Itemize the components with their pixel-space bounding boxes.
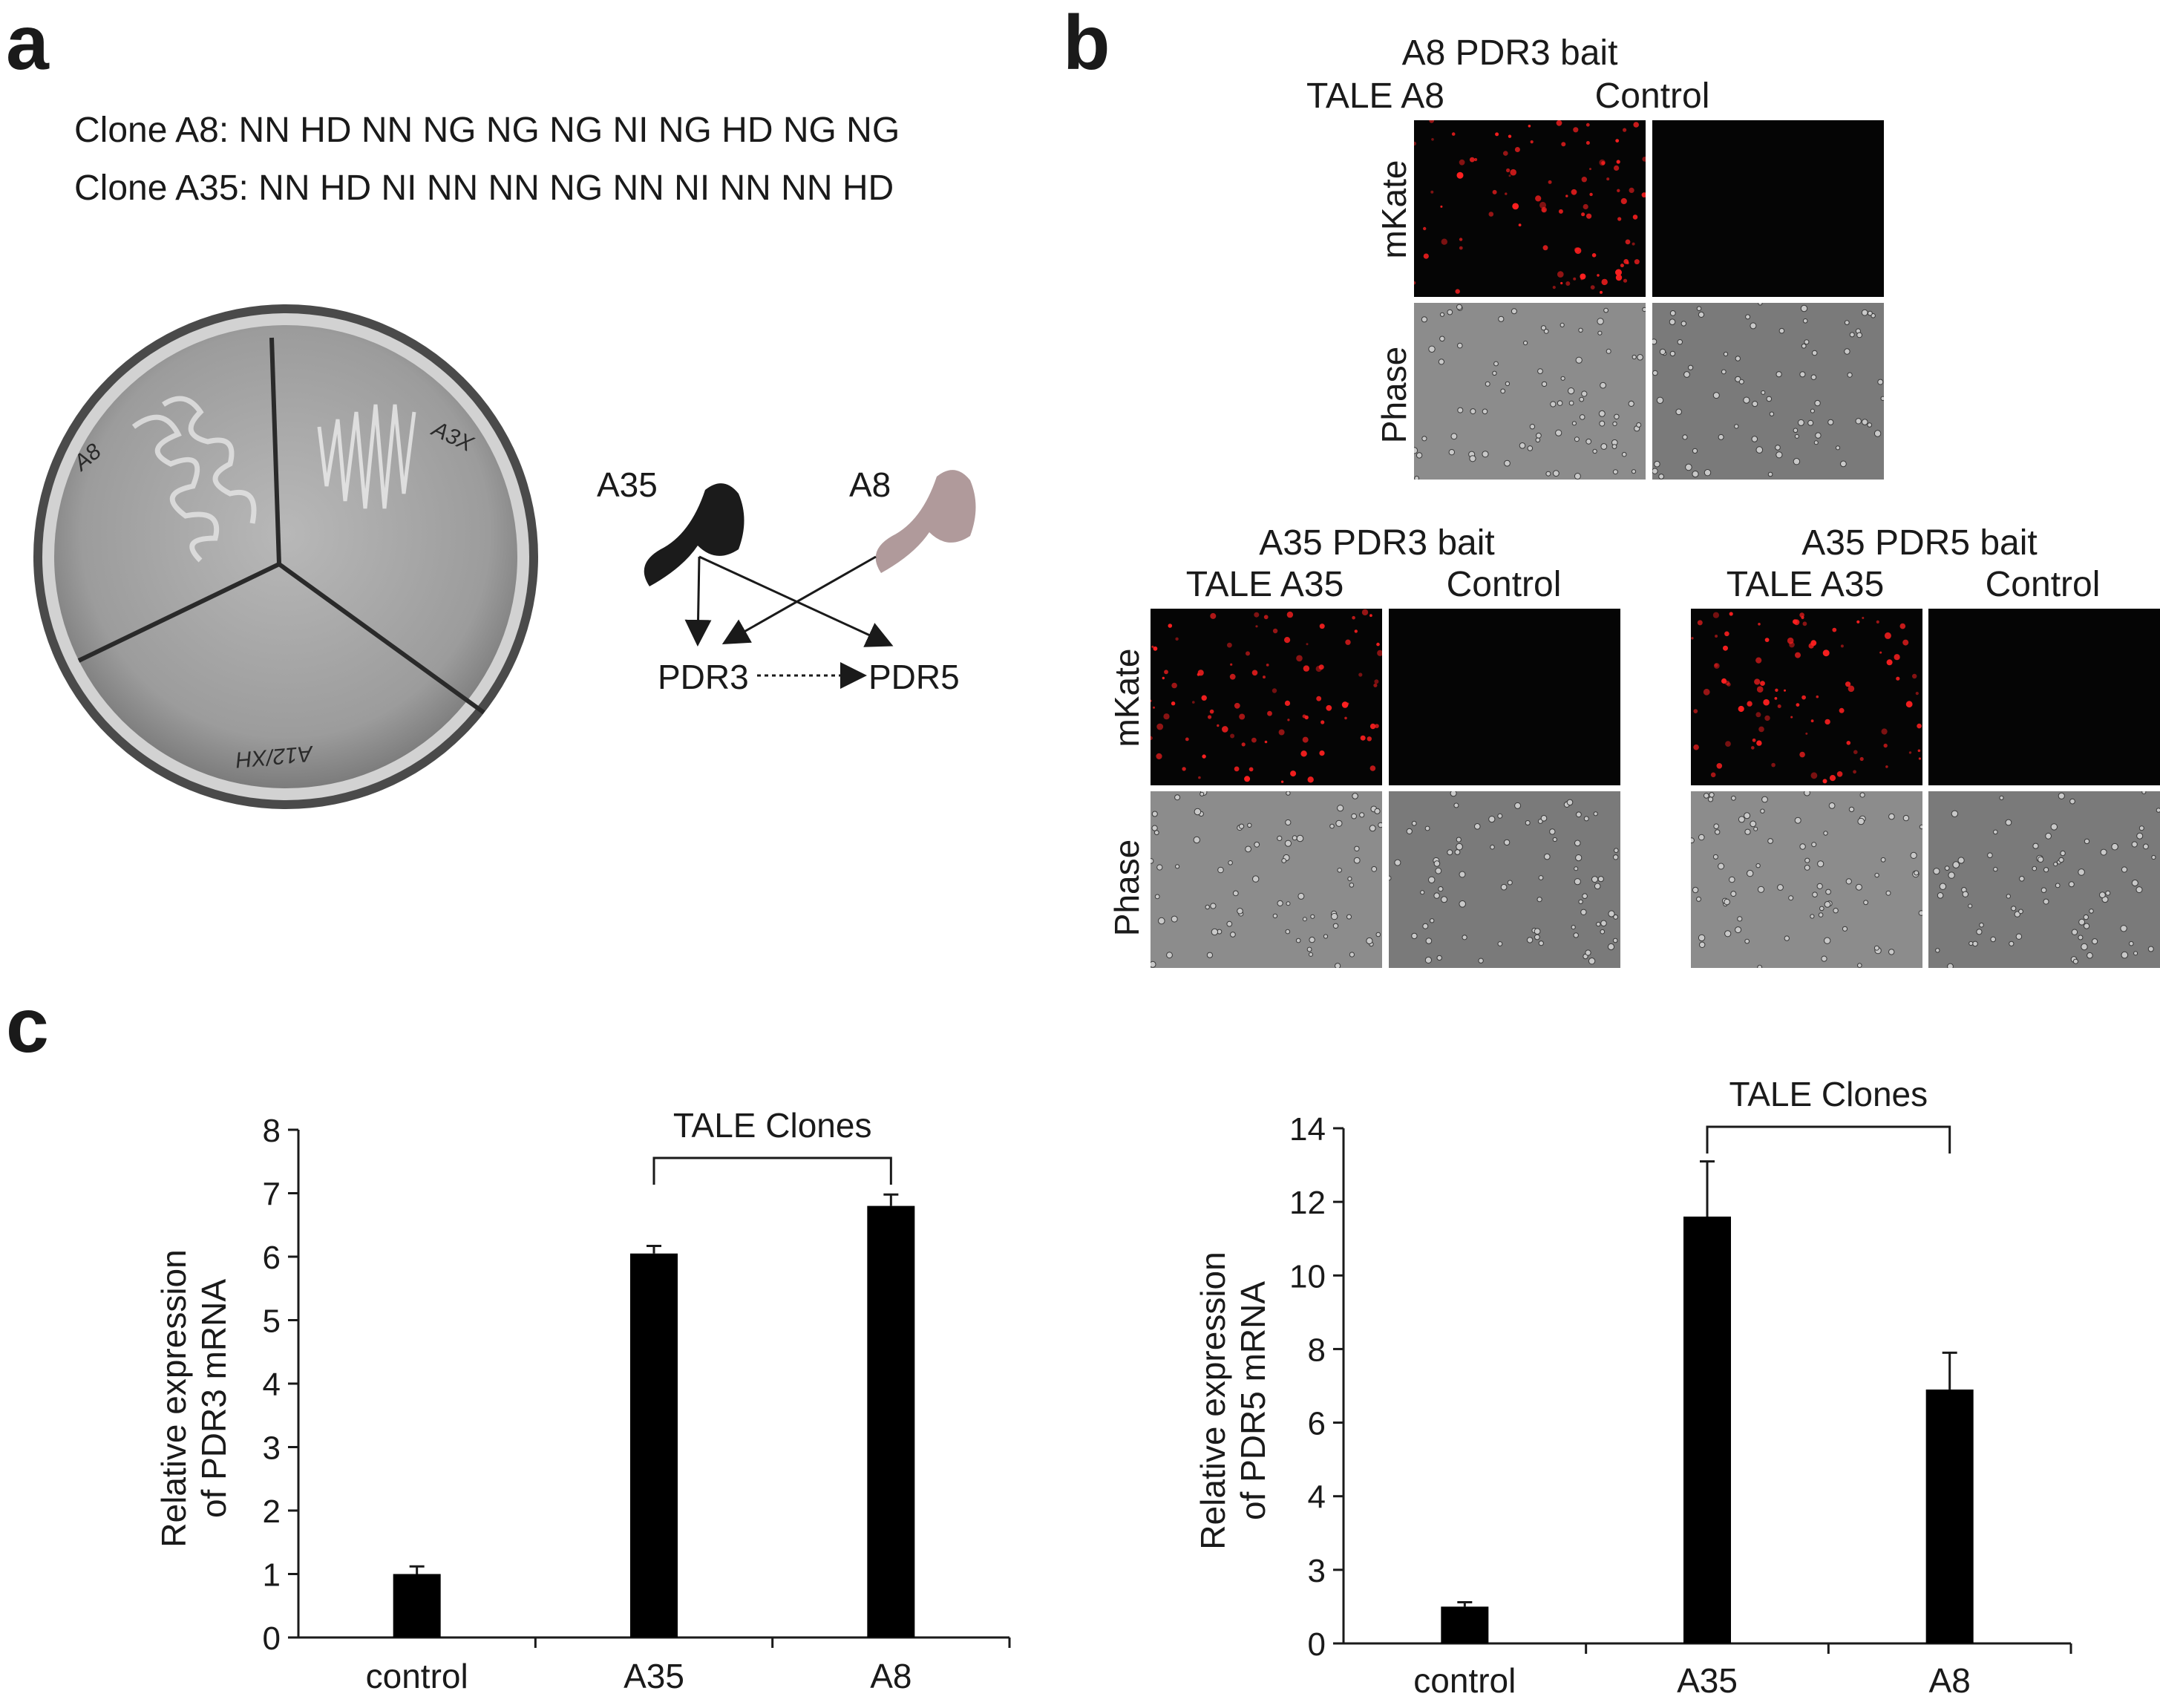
bar-A35 [630, 1253, 678, 1637]
clone-a35-sequence: Clone A35: NN HD NI NN NN NG NN NI NN NN… [74, 168, 894, 208]
tale-clones-bracket [1706, 1125, 1951, 1154]
group1-title: A8 PDR3 bait [1401, 33, 1618, 73]
petri-dish-photo: A8 A3X A12/XH [30, 301, 542, 813]
y-tick-label: 14 [1289, 1111, 1326, 1148]
group1-tale-fluorescence-image [1414, 120, 1646, 297]
group2-title: A35 PDR3 bait [1259, 523, 1495, 563]
group3-col2-header: Control [1985, 565, 2101, 604]
x-category-label: control [366, 1657, 468, 1695]
y-tick-label: 3 [1308, 1553, 1326, 1589]
pdr3-bar-chart: 0 1 2 3 4 5 6 7 8 control A35 A8 TALE Clones Relative… [134, 1084, 1054, 1704]
x-category-label: A8 [870, 1657, 912, 1695]
target-pdr5-label: PDR5 [868, 658, 960, 696]
clone-a8-sequence: Clone A8: NN HD NN NG NG NG NI NG HD NG … [74, 111, 900, 150]
bar-control [1441, 1606, 1489, 1643]
bar-A35 [1683, 1216, 1731, 1643]
group3-tale-fluorescence-image [1691, 609, 1922, 785]
bar-control [393, 1574, 441, 1637]
x-category-label: A8 [1929, 1661, 1971, 1700]
regulation-diagram: A35 A8 PDR3 PDR5 [579, 445, 995, 713]
group2-control-phase-image [1389, 791, 1620, 968]
y-tick-label: 1 [263, 1557, 281, 1594]
x-category-label: control [1413, 1661, 1516, 1700]
group2-tale-fluorescence-image [1151, 609, 1382, 785]
group1-row-label-phase: Phase [1375, 346, 1413, 444]
bracket-label: TALE Clones [673, 1106, 872, 1145]
y-axis-label: Relative expressionof PDR5 mRNA [1194, 1251, 1272, 1549]
group3-control-phase-image [1928, 791, 2160, 968]
y-tick-label: 8 [1308, 1332, 1326, 1368]
y-tick-label: 0 [263, 1620, 281, 1657]
y-axis-label-line: of PDR5 mRNA [1234, 1281, 1272, 1520]
x-category-label: A35 [624, 1657, 684, 1695]
y-tick-label: 6 [1308, 1406, 1326, 1442]
group2-tale-phase-image [1151, 791, 1382, 968]
group1-control-fluorescence-image [1652, 120, 1884, 297]
group2-row-label-mkate: mKate [1107, 648, 1146, 747]
y-axis-label-line: Relative expression [1194, 1251, 1232, 1549]
group1-col2-header: Control [1594, 76, 1710, 116]
target-pdr3-label: PDR3 [658, 658, 749, 696]
bar-A8 [867, 1205, 915, 1637]
protein-a8-shape [875, 470, 976, 573]
group3-title: A35 PDR5 bait [1801, 523, 2038, 563]
y-tick-label: 12 [1289, 1185, 1326, 1221]
bar-A8 [1925, 1389, 1974, 1643]
y-tick-label: 8 [263, 1113, 281, 1149]
group2-col2-header: Control [1446, 565, 1562, 604]
y-axis-label-line: Relative expression [154, 1249, 193, 1547]
y-tick-label: 7 [263, 1177, 281, 1213]
y-tick-label: 6 [263, 1240, 281, 1276]
y-tick-label: 2 [263, 1493, 281, 1530]
protein-a35-label: A35 [597, 465, 658, 504]
tale-clones-bracket [652, 1156, 892, 1185]
y-axis-label-line: of PDR3 mRNA [194, 1279, 233, 1518]
protein-a35-shape [644, 483, 744, 586]
group3-control-fluorescence-image [1928, 609, 2160, 785]
y-tick-label: 4 [263, 1367, 281, 1403]
bracket-label: TALE Clones [1729, 1075, 1928, 1113]
y-tick-label: 4 [1308, 1479, 1326, 1516]
y-tick-label: 10 [1289, 1258, 1326, 1295]
y-tick-label: 5 [263, 1303, 281, 1340]
protein-a8-label: A8 [849, 465, 891, 504]
group2-control-fluorescence-image [1389, 609, 1620, 785]
group1-row-label-mkate: mKate [1375, 160, 1413, 259]
panel-label-b: b [1063, 0, 1110, 86]
group2-col1-header: TALE A35 [1185, 565, 1344, 604]
panel-label-a: a [6, 0, 49, 86]
panel-label-c: c [6, 983, 49, 1069]
group3-tale-phase-image [1691, 791, 1922, 968]
y-axis-label: Relative expressionof PDR3 mRNA [154, 1249, 233, 1547]
group1-tale-phase-image [1414, 303, 1646, 480]
group3-col1-header: TALE A35 [1726, 565, 1885, 604]
group2-row-label-phase: Phase [1107, 839, 1146, 937]
group1-col1-header: TALE A8 [1306, 76, 1444, 116]
pdr5-bar-chart: 0 3 4 6 8 10 12 14 control A35 A8 TALE Clones Relati… [1173, 1054, 2108, 1704]
group1-control-phase-image [1652, 303, 1884, 480]
y-tick-label: 0 [1308, 1626, 1326, 1663]
x-category-label: A35 [1677, 1661, 1738, 1700]
y-tick-label: 3 [263, 1430, 281, 1467]
